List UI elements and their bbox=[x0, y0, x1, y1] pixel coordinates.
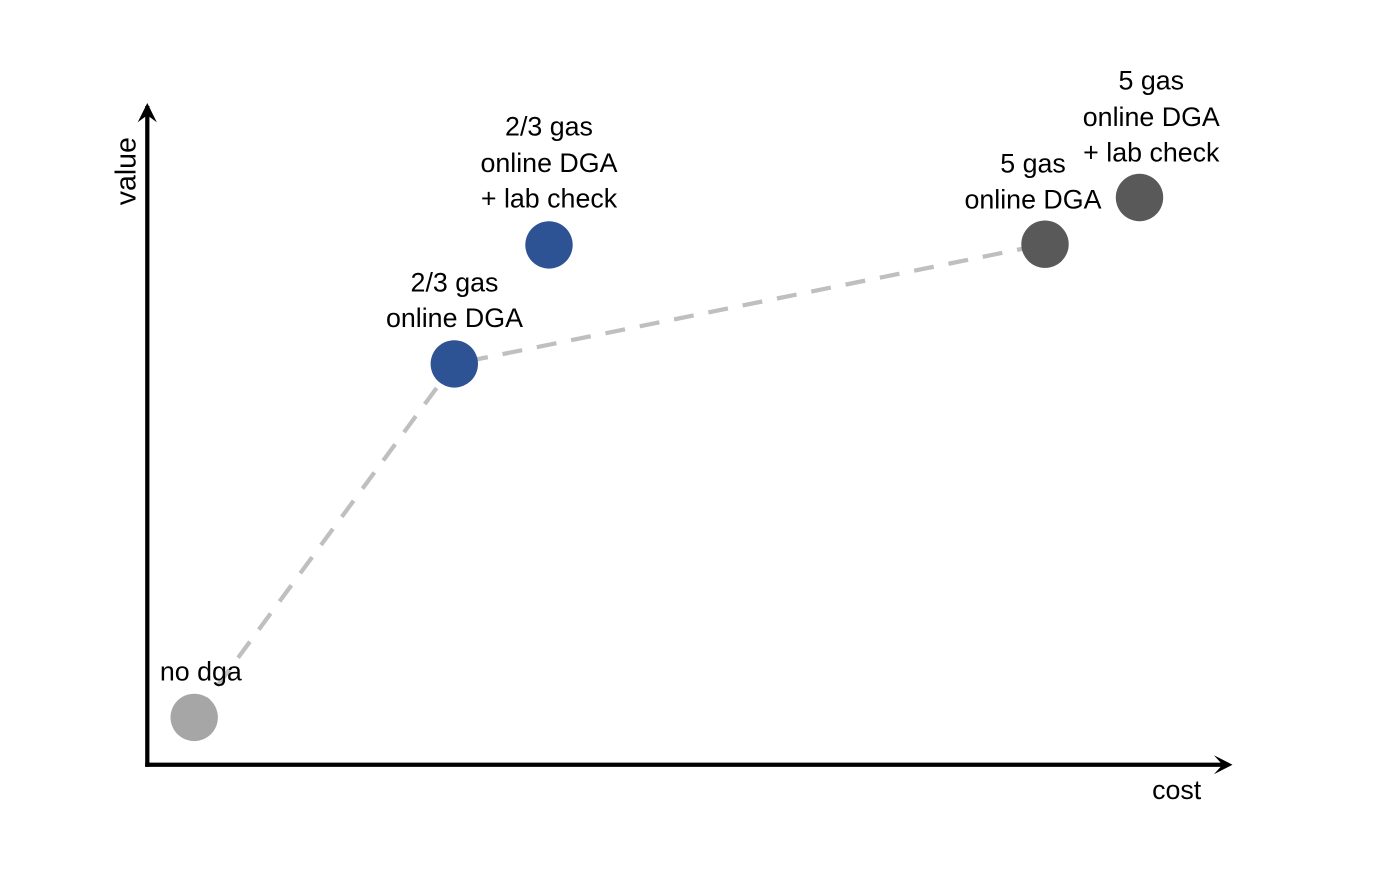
svg-text:value: value bbox=[111, 137, 143, 205]
svg-text:5 gas: 5 gas bbox=[1119, 65, 1185, 95]
svg-text:2/3 gas: 2/3 gas bbox=[505, 112, 593, 142]
svg-text:online DGA: online DGA bbox=[480, 148, 617, 178]
svg-text:cost: cost bbox=[1152, 775, 1202, 805]
svg-text:no dga: no dga bbox=[160, 657, 242, 687]
svg-text:online DGA: online DGA bbox=[964, 184, 1101, 214]
svg-text:online DGA: online DGA bbox=[1083, 102, 1220, 132]
svg-text:online DGA: online DGA bbox=[386, 303, 523, 333]
svg-text:+ lab check: + lab check bbox=[1083, 137, 1220, 167]
svg-text:+ lab check: + lab check bbox=[481, 184, 618, 214]
svg-text:5 gas: 5 gas bbox=[1000, 149, 1066, 179]
svg-text:2/3 gas: 2/3 gas bbox=[411, 268, 499, 298]
